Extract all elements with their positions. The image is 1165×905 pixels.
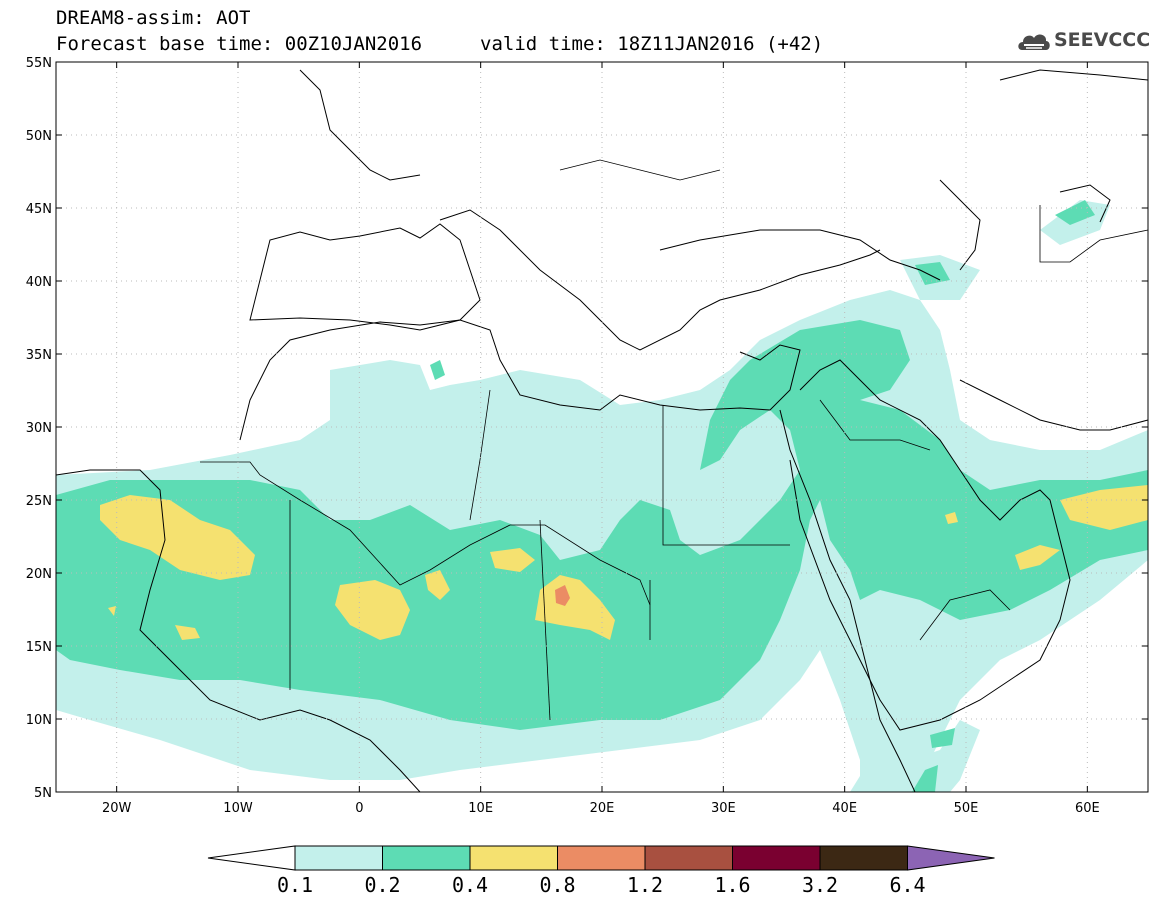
forecast-base-time: Forecast base time: 00Z10JAN2016 bbox=[56, 33, 423, 55]
colorbar-label: 0.4 bbox=[452, 873, 488, 897]
lon-tick-label: 40E bbox=[832, 801, 857, 816]
logo-text: SEEVCCC bbox=[1054, 29, 1151, 51]
lat-tick-label: 45N bbox=[26, 202, 52, 217]
map-title: DREAM8-assim: AOT bbox=[56, 7, 251, 29]
lat-tick-label: 40N bbox=[26, 275, 52, 290]
colorbar-label: 3.2 bbox=[802, 873, 838, 897]
colorbar-box bbox=[644, 845, 733, 871]
lon-tick-label: 10E bbox=[468, 801, 493, 816]
coastlines bbox=[56, 69, 1148, 792]
latitude-labels: 5N 10N 15N 20N 25N 30N 35N 40N 45N 50N 55N bbox=[26, 56, 52, 801]
colorbar-box bbox=[819, 845, 908, 871]
colorbar-label: 0.8 bbox=[539, 873, 575, 897]
axis-ticks bbox=[56, 61, 1148, 793]
aot-map: 5N 10N 15N 20N 25N 30N 35N 40N 45N 50N 55N 20W 10W 0… bbox=[26, 56, 1149, 816]
lat-tick-label: 35N bbox=[26, 348, 52, 363]
cloud-logo-icon bbox=[1018, 34, 1050, 50]
colorbar-labels: 0.1 0.2 0.4 0.8 1.2 1.6 3.2 6.4 bbox=[277, 873, 926, 897]
lon-tick-label: 30E bbox=[711, 801, 736, 816]
colorbar-box bbox=[469, 845, 558, 871]
lat-tick-label: 55N bbox=[26, 56, 52, 71]
colorbar-box bbox=[294, 845, 383, 871]
lon-tick-label: 10W bbox=[223, 801, 253, 816]
lon-tick-label: 20E bbox=[590, 801, 615, 816]
lat-tick-label: 20N bbox=[26, 567, 52, 582]
lat-tick-label: 10N bbox=[26, 713, 52, 728]
seevccc-logo: SEEVCCC bbox=[1016, 26, 1156, 56]
aot-contour-0-2 bbox=[56, 200, 1148, 792]
colorbar-above-arrow bbox=[907, 845, 995, 871]
lat-tick-label: 30N bbox=[26, 421, 52, 436]
aot-contour-0-8 bbox=[555, 585, 570, 606]
lon-tick-label: 0 bbox=[355, 801, 363, 816]
colorbar: 0.1 0.2 0.4 0.8 1.2 1.6 3.2 6.4 bbox=[207, 845, 995, 897]
lon-tick-label: 60E bbox=[1075, 801, 1100, 816]
colorbar-label: 1.2 bbox=[627, 873, 663, 897]
lon-tick-label: 50E bbox=[954, 801, 979, 816]
colorbar-label: 6.4 bbox=[889, 873, 925, 897]
colorbar-box bbox=[382, 845, 471, 871]
colorbar-boxes bbox=[207, 845, 995, 871]
colorbar-box bbox=[557, 845, 646, 871]
colorbar-box bbox=[732, 845, 821, 871]
longitude-labels: 20W 10W 0 10E 20E 30E 40E 50E 60E bbox=[102, 801, 1100, 816]
colorbar-label: 0.2 bbox=[364, 873, 400, 897]
lon-tick-label: 20W bbox=[102, 801, 132, 816]
aot-contour-0-4 bbox=[100, 485, 1148, 640]
lat-tick-label: 15N bbox=[26, 640, 52, 655]
lat-tick-label: 50N bbox=[26, 129, 52, 144]
graticule bbox=[56, 62, 1148, 792]
lat-tick-label: 5N bbox=[34, 786, 52, 801]
colorbar-label: 1.6 bbox=[714, 873, 750, 897]
colorbar-label: 0.1 bbox=[277, 873, 313, 897]
country-borders bbox=[200, 159, 1148, 721]
valid-time: valid time: 18Z11JAN2016 (+42) bbox=[480, 33, 824, 55]
lat-tick-label: 25N bbox=[26, 494, 52, 509]
colorbar-below-arrow bbox=[207, 845, 296, 871]
